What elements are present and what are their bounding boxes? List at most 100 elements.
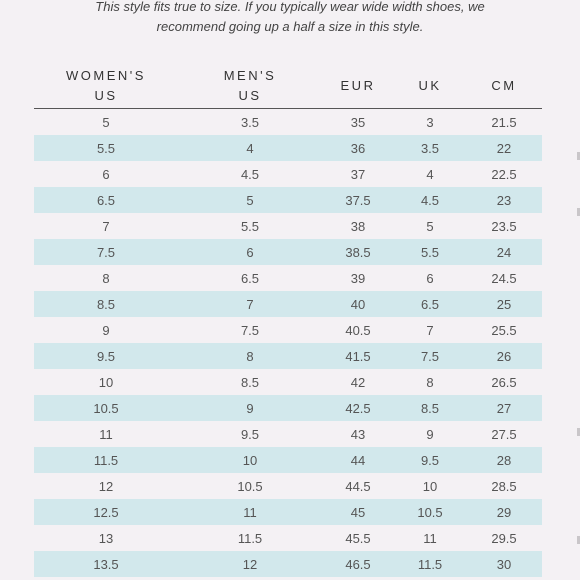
cell-mens-us: 5.5 (178, 213, 322, 239)
cell-cm: 30 (466, 551, 542, 577)
cell-uk: 4.5 (394, 187, 466, 213)
fit-note-line-2: recommend going up a half a size in this… (156, 19, 424, 34)
cell-womens-us: 11 (34, 421, 178, 447)
cell-mens-us: 10.5 (178, 473, 322, 499)
header-mens-line-1: MEN'S (223, 68, 277, 83)
cell-mens-us: 7 (178, 291, 322, 317)
cell-uk: 6 (394, 265, 466, 291)
header-womens-us: WOMEN'S US (34, 64, 178, 109)
table-header: WOMEN'S US MEN'S US EUR UK CM (34, 64, 542, 109)
cell-mens-us: 9 (178, 395, 322, 421)
cell-eur: 37 (322, 161, 394, 187)
cell-womens-us: 11.5 (34, 447, 178, 473)
cell-uk: 8 (394, 369, 466, 395)
cell-womens-us: 10 (34, 369, 178, 395)
cell-eur: 36 (322, 135, 394, 161)
cell-womens-us: 7.5 (34, 239, 178, 265)
cell-uk: 11.5 (394, 551, 466, 577)
cell-cm: 23 (466, 187, 542, 213)
header-uk: UK (394, 64, 466, 109)
cell-mens-us: 12 (178, 551, 322, 577)
fit-note: This style fits true to size. If you typ… (0, 0, 580, 37)
cell-eur: 44 (322, 447, 394, 473)
table-row: 5.5 4 36 3.5 22 (34, 135, 542, 161)
cell-eur: 35 (322, 108, 394, 135)
header-cm: CM (466, 64, 542, 109)
cell-uk: 5.5 (394, 239, 466, 265)
edge-mark (577, 536, 580, 544)
cell-womens-us: 13.5 (34, 551, 178, 577)
table-row: 6.5 5 37.5 4.5 23 (34, 187, 542, 213)
cell-eur: 44.5 (322, 473, 394, 499)
cell-mens-us: 3.5 (178, 108, 322, 135)
cell-cm: 29 (466, 499, 542, 525)
table-row: 10 8.5 42 8 26.5 (34, 369, 542, 395)
cell-womens-us: 12.5 (34, 499, 178, 525)
cell-womens-us: 9 (34, 317, 178, 343)
fit-note-line-1: This style fits true to size. If you typ… (95, 0, 485, 14)
table-body: 5 3.5 35 3 21.5 5.5 4 36 3.5 22 6 4.5 37 4 22.5 6.5 5 37.… (34, 108, 542, 577)
table-row: 12 10.5 44.5 10 28.5 (34, 473, 542, 499)
cell-cm: 28.5 (466, 473, 542, 499)
table-row: 12.5 11 45 10.5 29 (34, 499, 542, 525)
cell-cm: 21.5 (466, 108, 542, 135)
cell-uk: 10 (394, 473, 466, 499)
header-mens-line-2: US (238, 88, 262, 103)
cell-uk: 9.5 (394, 447, 466, 473)
table-row: 11 9.5 43 9 27.5 (34, 421, 542, 447)
cell-womens-us: 12 (34, 473, 178, 499)
cell-eur: 38 (322, 213, 394, 239)
cell-uk: 6.5 (394, 291, 466, 317)
cell-eur: 43 (322, 421, 394, 447)
table-row: 7.5 6 38.5 5.5 24 (34, 239, 542, 265)
cell-cm: 23.5 (466, 213, 542, 239)
cell-mens-us: 8 (178, 343, 322, 369)
cell-mens-us: 5 (178, 187, 322, 213)
cell-eur: 39 (322, 265, 394, 291)
cell-cm: 27.5 (466, 421, 542, 447)
header-mens-us: MEN'S US (178, 64, 322, 109)
table-row: 8.5 7 40 6.5 25 (34, 291, 542, 317)
cell-mens-us: 4 (178, 135, 322, 161)
table-row: 9.5 8 41.5 7.5 26 (34, 343, 542, 369)
cell-eur: 40 (322, 291, 394, 317)
cell-eur: 45.5 (322, 525, 394, 551)
edge-mark (577, 152, 580, 160)
cell-uk: 3 (394, 108, 466, 135)
cell-uk: 7 (394, 317, 466, 343)
cell-cm: 26.5 (466, 369, 542, 395)
cell-cm: 26 (466, 343, 542, 369)
cell-eur: 37.5 (322, 187, 394, 213)
cell-womens-us: 9.5 (34, 343, 178, 369)
cell-womens-us: 5 (34, 108, 178, 135)
cell-eur: 38.5 (322, 239, 394, 265)
cell-uk: 5 (394, 213, 466, 239)
cell-cm: 24 (466, 239, 542, 265)
cell-uk: 4 (394, 161, 466, 187)
table-row: 7 5.5 38 5 23.5 (34, 213, 542, 239)
cell-cm: 25.5 (466, 317, 542, 343)
cell-cm: 22.5 (466, 161, 542, 187)
cell-eur: 46.5 (322, 551, 394, 577)
cell-eur: 45 (322, 499, 394, 525)
cell-womens-us: 13 (34, 525, 178, 551)
cell-uk: 10.5 (394, 499, 466, 525)
cell-eur: 42 (322, 369, 394, 395)
header-womens-line-1: WOMEN'S (66, 68, 146, 83)
cell-uk: 8.5 (394, 395, 466, 421)
table-row: 13.5 12 46.5 11.5 30 (34, 551, 542, 577)
cell-womens-us: 8 (34, 265, 178, 291)
header-eur: EUR (322, 64, 394, 109)
table-row: 9 7.5 40.5 7 25.5 (34, 317, 542, 343)
cell-mens-us: 11.5 (178, 525, 322, 551)
cell-uk: 7.5 (394, 343, 466, 369)
cell-eur: 41.5 (322, 343, 394, 369)
cell-cm: 28 (466, 447, 542, 473)
cell-mens-us: 6.5 (178, 265, 322, 291)
cell-uk: 11 (394, 525, 466, 551)
cell-cm: 29.5 (466, 525, 542, 551)
table-row: 6 4.5 37 4 22.5 (34, 161, 542, 187)
cell-eur: 42.5 (322, 395, 394, 421)
cell-cm: 22 (466, 135, 542, 161)
